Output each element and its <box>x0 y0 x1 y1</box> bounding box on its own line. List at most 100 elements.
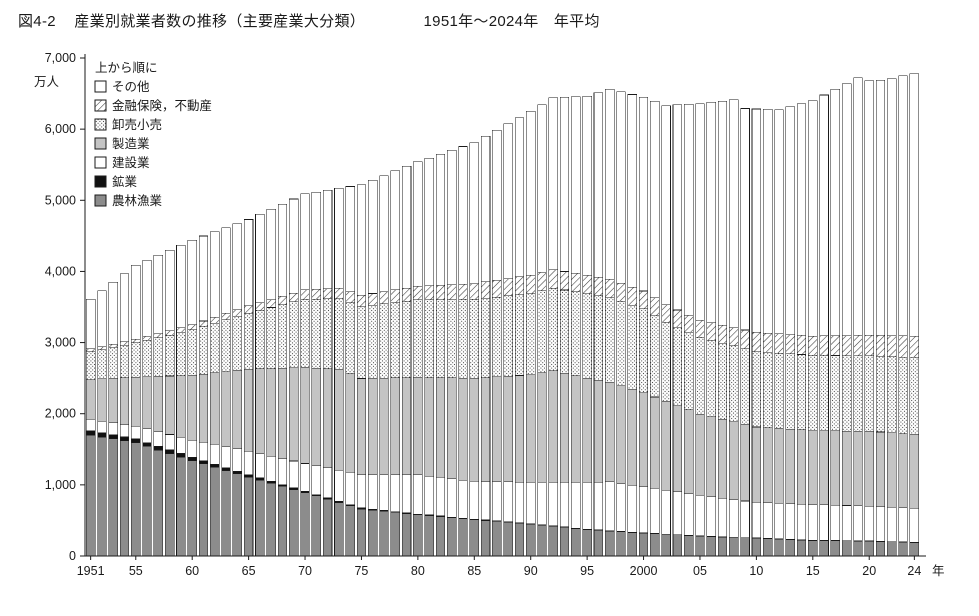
bar-segment <box>425 378 434 477</box>
bar-segment <box>323 299 332 369</box>
bar-segment <box>526 482 535 523</box>
bar-segment <box>786 107 795 335</box>
bar-segment <box>797 430 806 504</box>
bar-segment <box>752 352 761 427</box>
bar-segment <box>639 309 648 393</box>
bar-segment <box>233 370 242 448</box>
bar-segment <box>820 95 829 336</box>
bar-segment <box>808 540 817 556</box>
bar-segment <box>786 539 795 556</box>
bar-segment <box>199 461 208 464</box>
bar-segment <box>526 524 535 556</box>
bar-segment <box>255 480 264 556</box>
bar-segment <box>617 92 626 283</box>
bar-segment <box>662 534 671 556</box>
bar-segment <box>165 434 174 449</box>
x-tick-label: 95 <box>580 564 594 578</box>
bar-segment <box>831 336 840 356</box>
bar-segment <box>515 482 524 523</box>
bar-segment <box>865 506 874 541</box>
bar-segment <box>368 180 377 293</box>
y-tick-label: 2,000 <box>45 407 76 421</box>
bar-segment <box>515 523 524 556</box>
bar-segment <box>684 332 693 410</box>
bar-segment <box>98 433 107 437</box>
bar-segment <box>820 431 829 505</box>
bar-segment <box>763 539 772 556</box>
bar-segment <box>729 328 738 346</box>
bar-segment <box>368 378 377 474</box>
bar-segment <box>222 447 231 468</box>
bar-segment <box>617 283 626 301</box>
bar-segment <box>244 451 253 474</box>
bar-segment <box>617 386 626 484</box>
bar-segment <box>696 414 705 495</box>
bar-segment <box>188 440 197 457</box>
bar-segment <box>481 521 490 556</box>
y-tick-label: 6,000 <box>45 122 76 136</box>
bar-segment <box>786 429 795 504</box>
bar-segment <box>131 339 140 343</box>
bar-segment <box>233 471 242 474</box>
bar-segment <box>199 326 208 374</box>
bar-segment <box>413 475 422 514</box>
bar-segment <box>899 76 908 336</box>
bar-segment <box>301 194 310 290</box>
bar-segment <box>233 316 242 370</box>
bar-segment <box>413 377 422 474</box>
bar-segment <box>492 130 501 280</box>
bar-segment <box>865 431 874 506</box>
bar-segment <box>594 296 603 381</box>
bar-segment <box>154 446 163 450</box>
legend-swatch <box>95 81 106 92</box>
bar-segment <box>357 475 366 508</box>
bar-segment <box>650 101 659 297</box>
bar-segment <box>447 479 456 517</box>
bar-segment <box>605 382 614 482</box>
bar-segment <box>605 531 614 556</box>
bar-segment <box>775 503 784 539</box>
bar-segment <box>854 431 863 506</box>
bar-segment <box>797 104 806 336</box>
bar-segment <box>560 482 569 527</box>
bar-segment <box>526 111 535 275</box>
legend-swatch <box>95 100 106 111</box>
bar-segment <box>594 482 603 530</box>
bar-segment <box>684 494 693 536</box>
bar-segment <box>143 336 152 340</box>
x-tick-label: 2000 <box>630 564 658 578</box>
bar-segment <box>267 307 276 368</box>
bar-segment <box>560 527 569 556</box>
bar-segment <box>244 477 253 556</box>
bar-segment <box>447 150 456 284</box>
bar-segment <box>899 508 908 542</box>
bar-segment <box>402 514 411 556</box>
bar-segment <box>131 439 140 443</box>
bar-segment <box>244 369 253 451</box>
bar-segment <box>673 492 682 535</box>
bar-segment <box>278 459 287 485</box>
bar-segment <box>775 353 784 428</box>
bar-segment <box>639 97 648 291</box>
bar-segment <box>86 352 95 380</box>
bar-segment <box>346 374 355 473</box>
bar-segment <box>707 537 716 556</box>
legend-label: 鉱業 <box>112 174 138 189</box>
bar-segment <box>842 356 851 431</box>
bar-segment <box>210 464 219 467</box>
bar-segment <box>188 375 197 440</box>
bar-segment <box>650 397 659 488</box>
bar-segment <box>199 236 208 321</box>
bar-segment <box>255 454 264 478</box>
bar-segment <box>549 270 558 288</box>
bar-segment <box>831 541 840 556</box>
bar-segment <box>628 485 637 532</box>
bar-segment <box>188 457 197 461</box>
bar-segment <box>402 288 411 301</box>
bar-segment <box>763 352 772 427</box>
bar-segment <box>301 464 310 492</box>
bar-segment <box>492 521 501 556</box>
bar-segment <box>910 336 919 357</box>
bar-segment <box>876 335 885 356</box>
bar-segment <box>831 431 840 505</box>
